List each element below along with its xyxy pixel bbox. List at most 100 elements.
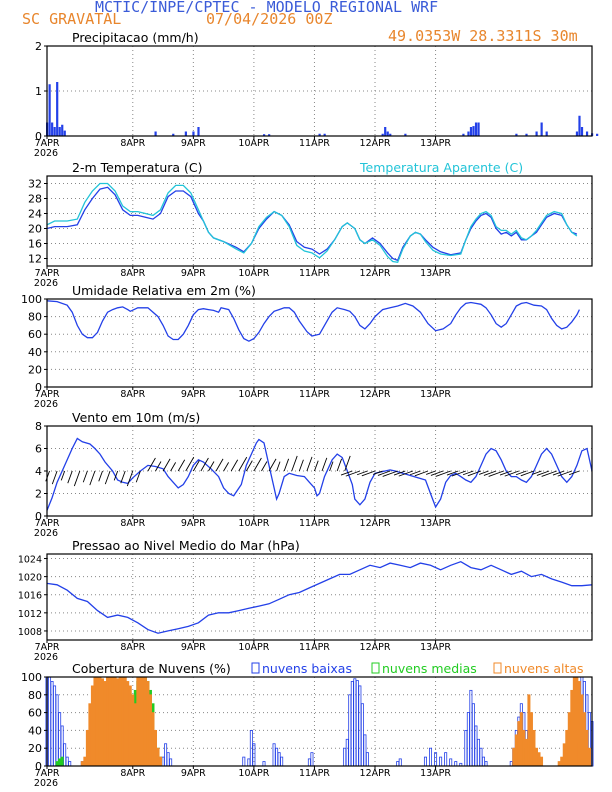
cloud-bar-green: [58, 758, 62, 767]
cloud-bar-blue: [53, 685, 57, 767]
precip-bar: [381, 133, 384, 136]
cloud-bar-orange: [128, 685, 132, 767]
panel-frame: [46, 553, 593, 641]
y-tick-label: 2: [35, 40, 42, 53]
cloud-bar-blue: [242, 756, 246, 767]
cloud-bar-orange: [141, 676, 145, 767]
x-tick-label: 10APR: [238, 268, 269, 279]
cloud-bar-blue: [396, 761, 400, 767]
panel-1: [44, 45, 599, 139]
cloud-bar-orange: [90, 685, 94, 767]
x-tick-label: 13APR: [420, 768, 451, 779]
cloud-bar-blue: [471, 703, 475, 767]
cloud-bar-orange: [524, 738, 528, 767]
wind-vector: [451, 470, 466, 477]
x-tick-label: 10APR: [238, 389, 269, 400]
x-tick-label: 7APR: [35, 268, 60, 279]
wind-vector: [314, 460, 319, 472]
wind-vector: [261, 461, 268, 472]
wind-vector: [155, 461, 162, 472]
cloud-bar-blue: [365, 752, 369, 767]
wind-vector: [361, 470, 376, 477]
cloud-bar-orange: [153, 730, 157, 767]
cloud-bar-blue: [464, 730, 468, 767]
cloud-bar-orange: [106, 676, 110, 767]
panel-title: Pressao ao Nivel Medio do Mar (hPa): [72, 538, 300, 553]
precip-bar: [596, 133, 599, 136]
panel-3: [44, 298, 593, 390]
x-tick-label: 9APR: [181, 518, 206, 529]
cloud-bar-orange: [562, 743, 566, 767]
cloud-bar-orange: [95, 676, 99, 767]
cloud-bar-blue: [482, 756, 486, 767]
wind-vector: [276, 461, 281, 472]
cloud-bar-blue: [65, 756, 69, 767]
wind-vector: [170, 462, 177, 472]
x-tick-label: 8APR: [120, 642, 145, 653]
cloud-bar-orange: [580, 694, 584, 767]
y-tick-label: 0: [35, 510, 42, 523]
x-tick-label: 7APR: [35, 138, 60, 149]
precip-bar: [192, 131, 195, 136]
cloud-bar-orange: [529, 712, 533, 767]
cloud-bar-blue: [454, 761, 458, 767]
y-tick-label: 1020: [18, 573, 42, 584]
panel-title: 2-m Temperatura (C): [72, 160, 203, 175]
precip-bar: [56, 82, 59, 136]
panel-title: Umidade Relativa em 2m (%): [72, 283, 256, 298]
wind-vector: [344, 455, 351, 472]
wind-vector: [557, 470, 572, 477]
wind-vector: [60, 470, 66, 481]
y-tick-label: 100: [21, 671, 42, 684]
cloud-bar-blue: [164, 743, 168, 767]
x-tick-label: 10APR: [238, 642, 269, 653]
y-tick-label: 1: [35, 85, 42, 98]
cloud-legend-label: nuvens altas: [504, 661, 584, 676]
x-tick-label: 12APR: [360, 768, 391, 779]
cloud-bar-blue: [169, 758, 173, 767]
cloud-bar-orange: [121, 676, 125, 767]
precip-bar: [540, 122, 543, 136]
wind-vector: [253, 457, 262, 472]
cloud-bar-orange: [540, 756, 544, 767]
cloud-bar-orange: [88, 703, 92, 767]
wind-vector: [98, 470, 103, 482]
cloud-bar-blue: [355, 680, 359, 767]
wind-vector: [89, 470, 96, 486]
cloud-bar-orange: [519, 712, 523, 767]
wind-vector: [435, 470, 451, 477]
cloud-bar-orange: [111, 676, 115, 767]
wind-vector: [215, 458, 224, 472]
wind-vector: [409, 470, 421, 476]
cloud-bar-blue: [484, 761, 488, 767]
wind-vector: [291, 455, 298, 472]
wind-vector: [329, 461, 334, 472]
precip-bar: [477, 122, 480, 136]
x-tick-label: 12APR: [360, 642, 391, 653]
cloud-bar-blue: [161, 756, 165, 767]
cloud-bar-orange: [151, 712, 155, 767]
y-tick-label: 16: [28, 238, 42, 251]
x-tick-label: 12APR: [360, 389, 391, 400]
y-tick-label: 6: [35, 443, 42, 456]
cloud-bar-blue: [280, 756, 284, 767]
wind-vector: [430, 470, 444, 476]
x-tick-label: 8APR: [120, 768, 145, 779]
cloud-bar-blue: [358, 685, 362, 767]
wind-vector: [504, 470, 519, 477]
y-tick-label: 1024: [18, 555, 42, 566]
precip-bar: [61, 124, 64, 136]
precip-bar: [268, 134, 271, 136]
y-tick-label: 28: [28, 193, 42, 206]
y-tick-label: 40: [28, 724, 42, 737]
cloud-bar-blue: [449, 758, 453, 767]
series-blue-line: [46, 560, 593, 634]
precip-bar: [404, 133, 407, 136]
panel-frame: [46, 298, 593, 388]
panel-6: [44, 676, 594, 769]
cloud-bar-orange: [570, 689, 574, 767]
y-tick-label: 100: [21, 293, 42, 306]
cloud-bar-blue: [444, 752, 448, 767]
wind-vector: [515, 470, 527, 476]
cloud-bar-orange: [159, 756, 163, 767]
